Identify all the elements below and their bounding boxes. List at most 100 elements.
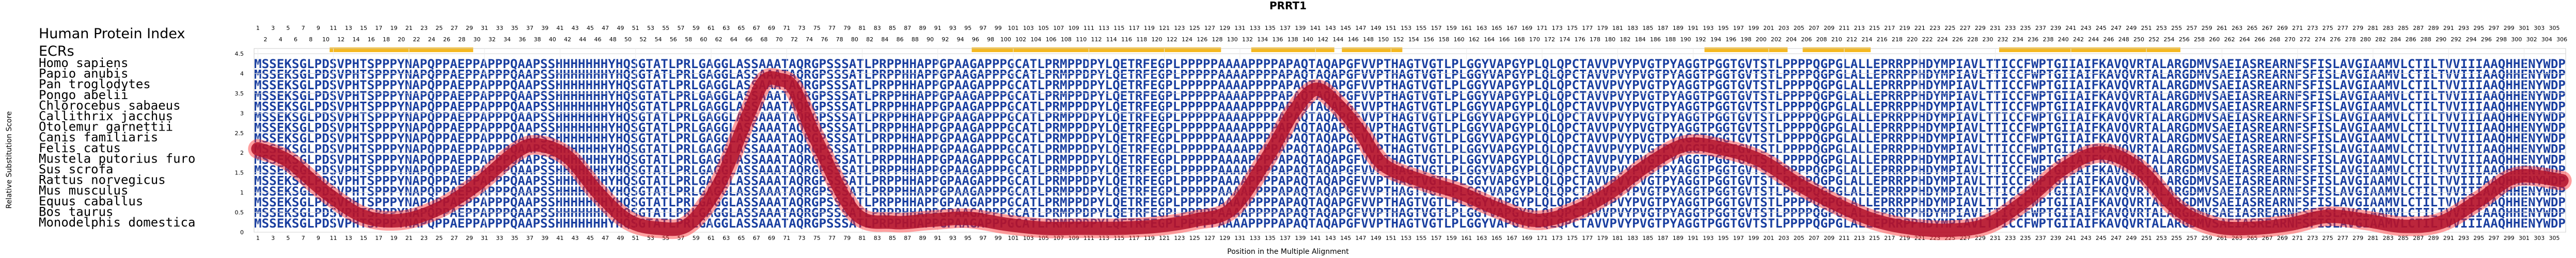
x-tick-label: 55 [662, 235, 669, 241]
human-index-label: 176 [1575, 36, 1585, 43]
human-index-label: 158 [1438, 36, 1449, 43]
human-index-label: 44 [579, 36, 586, 43]
human-index-label: 281 [2368, 25, 2379, 31]
human-index-label: 295 [2473, 25, 2484, 31]
human-index-label: 270 [2285, 36, 2296, 43]
human-index-label: 301 [2519, 25, 2530, 31]
ecr-bar [1802, 47, 1871, 52]
x-tick-label: 73 [798, 235, 805, 241]
human-index-label: 285 [2398, 25, 2409, 31]
human-index-label: 126 [1197, 36, 1207, 43]
x-tick-label: 257 [2186, 235, 2197, 241]
human-index-label: 92 [941, 36, 949, 43]
x-tick-label: 239 [2050, 235, 2061, 241]
human-index-label: 227 [1960, 25, 1971, 31]
x-tick-label: 41 [556, 235, 563, 241]
human-index-label: 77 [828, 25, 836, 31]
human-index-label: 182 [1620, 36, 1630, 43]
x-tick-label: 97 [980, 235, 987, 241]
human-index-label: 186 [1650, 36, 1661, 43]
human-index-label: 185 [1642, 25, 1653, 31]
human-index-label: 290 [2436, 36, 2446, 43]
x-tick-label: 91 [934, 235, 941, 241]
x-tick-label: 157 [1431, 235, 1442, 241]
human-index-label: 183 [1627, 25, 1638, 31]
human-index-label: 280 [2360, 36, 2371, 43]
human-index-label: 134 [1257, 36, 1268, 43]
human-index-label: 243 [2081, 25, 2092, 31]
x-tick-label: 277 [2337, 235, 2348, 241]
human-index-label: 206 [1801, 36, 1812, 43]
human-index-label: 108 [1061, 36, 1072, 43]
x-tick-label: 89 [919, 235, 926, 241]
x-tick-label: 167 [1506, 235, 1517, 241]
human-index-label: 166 [1499, 36, 1510, 43]
human-index-label: 18 [383, 36, 390, 43]
x-tick-label: 243 [2081, 235, 2092, 241]
x-tick-label: 67 [753, 235, 760, 241]
human-index-label: 216 [1877, 36, 1888, 43]
human-index-label: 85 [889, 25, 896, 31]
human-index-label: 132 [1242, 36, 1253, 43]
sequence-row: MSSEKSGLPDSVPHTSPPPYNAPQPPAEPPAPPPQAAPSS… [254, 68, 2566, 82]
human-index-label: 235 [2020, 25, 2031, 31]
human-index-label: 164 [1484, 36, 1495, 43]
human-index-label: 214 [1861, 36, 1872, 43]
x-tick-label: 227 [1960, 235, 1971, 241]
x-tick-label: 119 [1144, 235, 1155, 241]
human-index-label: 170 [1529, 36, 1540, 43]
human-index-label: 39 [541, 25, 548, 31]
human-index-label: 244 [2088, 36, 2099, 43]
human-index-label: 78 [836, 36, 843, 43]
x-tick-label: 229 [1975, 235, 1986, 241]
human-index-label: 11 [330, 25, 337, 31]
human-index-label: 220 [1907, 36, 1918, 43]
human-index-label: 239 [2050, 25, 2061, 31]
human-index-label: 89 [919, 25, 926, 31]
human-index-label: 46 [594, 36, 602, 43]
human-index-label: 10 [322, 36, 329, 43]
x-tick-label: 251 [2141, 235, 2152, 241]
x-tick-label: 293 [2458, 235, 2469, 241]
x-tick-label: 81 [859, 235, 866, 241]
human-index-label: 228 [1967, 36, 1978, 43]
human-index-label: 56 [670, 36, 677, 43]
y-tick-label: 4 [240, 70, 244, 77]
ecr-bar [971, 47, 1221, 52]
x-tick-label: 203 [1779, 235, 1789, 241]
human-index-label: 55 [662, 25, 669, 31]
human-index-label: 226 [1952, 36, 1963, 43]
x-tick-label: 283 [2383, 235, 2394, 241]
y-tick-label: 3 [240, 110, 244, 117]
x-tick-label: 1 [256, 235, 260, 241]
y-tick-label: 0.5 [235, 209, 244, 216]
human-index-label: 27 [451, 25, 458, 31]
human-index-label: 58 [685, 36, 692, 43]
human-index-label: 200 [1756, 36, 1767, 43]
x-tick-label: 25 [435, 235, 443, 241]
human-index-label: 152 [1393, 36, 1404, 43]
human-index-label: 65 [737, 25, 745, 31]
human-index-label: 174 [1559, 36, 1570, 43]
x-axis-label: Position in the Multiple Alignment [1227, 248, 1349, 256]
human-index-label: 304 [2541, 36, 2552, 43]
x-tick-label: 27 [451, 235, 458, 241]
human-index-label: 115 [1113, 25, 1124, 31]
human-index-label: 136 [1273, 36, 1283, 43]
human-index-label: 42 [564, 36, 571, 43]
x-tick-label: 11 [330, 235, 337, 241]
human-index-label: 104 [1030, 36, 1041, 43]
species-label: Rattus norvegicus [39, 173, 166, 187]
human-index-label: 162 [1469, 36, 1480, 43]
human-index-label: 155 [1416, 25, 1426, 31]
human-index-label: 197 [1733, 25, 1744, 31]
human-index-label: 119 [1144, 25, 1155, 31]
human-index-label: 53 [647, 25, 654, 31]
x-tick-label: 105 [1038, 235, 1049, 241]
human-index-label: 76 [821, 36, 828, 43]
human-index-label: 265 [2247, 25, 2257, 31]
human-index-label: 209 [1824, 25, 1834, 31]
y-tick-label: 1.5 [235, 170, 244, 176]
x-tick-label: 161 [1461, 235, 1472, 241]
